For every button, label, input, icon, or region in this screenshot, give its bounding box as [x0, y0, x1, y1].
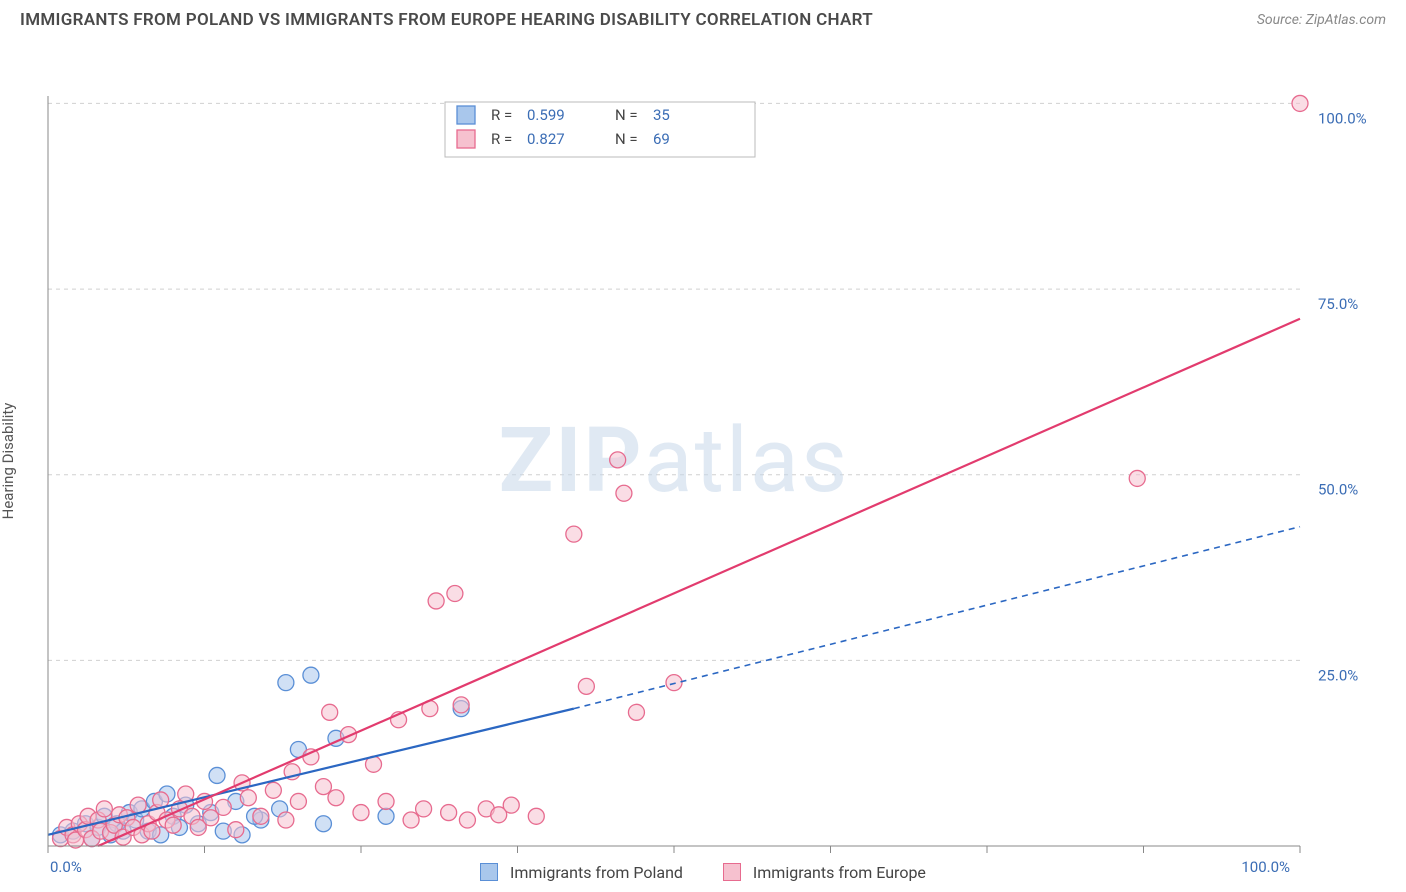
svg-text:N =: N = — [615, 130, 638, 148]
legend-label-europe: Immigrants from Europe — [753, 863, 926, 882]
svg-text:R =: R = — [491, 130, 512, 148]
scatter-chart: 25.0%50.0%75.0%100.0%ZIPatlas0.0%100.0%R… — [0, 36, 1406, 886]
svg-text:N =: N = — [615, 106, 638, 124]
svg-text:ZIPatlas: ZIPatlas — [499, 408, 850, 513]
chart-title: IMMIGRANTS FROM POLAND VS IMMIGRANTS FRO… — [20, 10, 873, 30]
legend-item-poland: Immigrants from Poland — [480, 863, 683, 882]
source-label: Source: ZipAtlas.com — [1257, 12, 1386, 28]
legend-item-europe: Immigrants from Europe — [723, 863, 926, 882]
footer-legend: Immigrants from Poland Immigrants from E… — [0, 863, 1406, 882]
svg-text:75.0%: 75.0% — [1318, 295, 1358, 313]
svg-text:25.0%: 25.0% — [1318, 666, 1358, 684]
svg-text:100.0%: 100.0% — [1318, 109, 1367, 127]
svg-text:0.827: 0.827 — [527, 130, 565, 148]
svg-text:0.599: 0.599 — [527, 106, 565, 124]
legend-label-poland: Immigrants from Poland — [510, 863, 683, 882]
svg-text:69: 69 — [653, 130, 670, 148]
y-axis-label: Hearing Disability — [0, 403, 17, 520]
legend-swatch-poland — [480, 863, 498, 881]
legend-swatch-europe — [723, 863, 741, 881]
svg-text:50.0%: 50.0% — [1318, 481, 1358, 499]
svg-text:35: 35 — [653, 106, 670, 124]
svg-text:R =: R = — [491, 106, 512, 124]
